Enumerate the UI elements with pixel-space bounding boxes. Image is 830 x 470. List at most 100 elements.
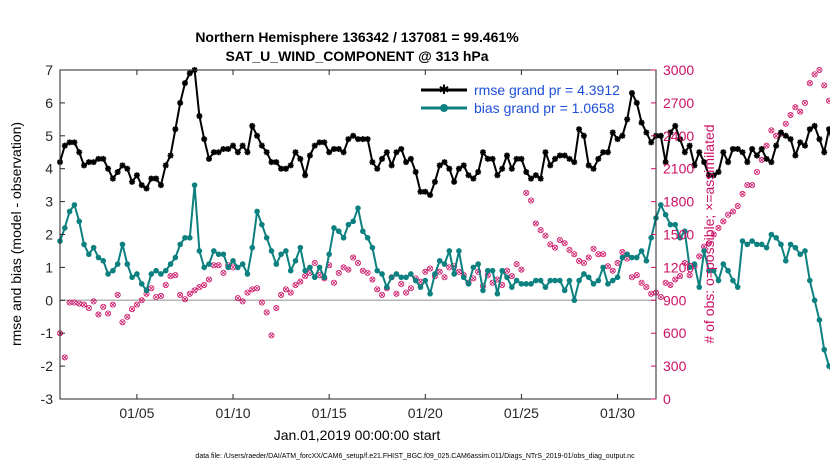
obs-assimilated-marker — [254, 285, 260, 291]
obs-count-point — [239, 298, 246, 305]
bias-point — [576, 277, 582, 284]
obs-assimilated-marker — [538, 227, 543, 233]
obs-assimilated-marker — [730, 209, 736, 214]
obs-possible-marker — [407, 285, 414, 292]
bias-point — [643, 258, 650, 264]
obs-assimilated-marker — [312, 260, 318, 266]
y-tick-label-right: 900 — [663, 292, 687, 308]
rmse-point — [81, 162, 88, 169]
obs-possible-marker — [768, 127, 775, 134]
rmse-point — [489, 155, 496, 162]
rmse-point — [330, 145, 337, 152]
obs-assimilated-marker — [821, 83, 827, 88]
obs-assimilated-marker — [259, 300, 265, 305]
y-axis-left-ticks: -3 -2 -1 0 1 2 3 4 5 6 7 — [41, 62, 65, 407]
bias-point — [552, 277, 558, 284]
y-tick-label-right: 1800 — [663, 194, 694, 210]
obs-count-point — [561, 240, 568, 247]
y-tick-label-right: 1500 — [663, 227, 694, 243]
bias-point — [456, 248, 462, 254]
obs-assimilated-marker — [706, 240, 712, 246]
obs-possible-marker — [359, 267, 366, 274]
obs-possible-marker — [561, 240, 568, 247]
obs-count-point — [359, 267, 366, 274]
obs-possible-marker — [600, 251, 607, 258]
obs-possible-marker — [85, 304, 92, 311]
obs-possible-marker — [552, 244, 559, 251]
obs-count-point — [119, 319, 126, 326]
rmse-point — [273, 159, 280, 166]
obs-assimilated-marker — [745, 182, 750, 188]
obs-possible-marker — [585, 254, 592, 261]
obs-possible-marker — [114, 291, 121, 298]
rmse-point — [230, 142, 237, 149]
obs-assimilated-marker — [264, 310, 269, 315]
obs-assimilated-marker — [91, 299, 96, 304]
obs-count-point — [133, 301, 140, 308]
obs-possible-marker — [681, 260, 688, 267]
obs-assimilated-marker — [696, 254, 702, 259]
obs-possible-marker — [254, 285, 261, 292]
bias-point — [758, 241, 765, 248]
obs-count-point — [552, 244, 559, 251]
obs-possible-marker — [393, 290, 400, 297]
bias-point — [143, 287, 150, 294]
obs-assimilated-marker — [807, 80, 813, 86]
rmse-point — [340, 149, 347, 156]
obs-possible-marker — [739, 190, 746, 197]
y-tick-label-left: 1 — [45, 259, 53, 275]
bias-point — [369, 244, 376, 251]
obs-assimilated-marker — [302, 273, 308, 279]
rmse-point — [696, 149, 703, 156]
bias-point — [619, 254, 626, 261]
obs-possible-marker — [345, 266, 352, 273]
obs-possible-marker — [119, 319, 126, 326]
rmse-point — [427, 192, 434, 199]
rmse-point — [566, 155, 573, 162]
obs-assimilated-marker — [817, 67, 822, 73]
obs-count-point — [282, 286, 289, 293]
obs-assimilated-marker — [471, 276, 476, 281]
obs-possible-marker — [537, 227, 544, 234]
rmse-point — [518, 155, 525, 162]
obs-count-point — [503, 267, 510, 274]
obs-possible-marker — [677, 273, 684, 280]
bias-point — [581, 271, 587, 277]
obs-possible-marker — [816, 67, 823, 74]
rmse-point — [672, 122, 679, 129]
bias-point — [119, 241, 126, 248]
bias-point — [278, 251, 284, 258]
legend-marker-rmse: ✱ — [439, 83, 450, 98]
obs-possible-marker — [821, 82, 828, 89]
bias-point — [513, 277, 520, 284]
bias-point — [114, 261, 121, 267]
obs-count-point — [350, 254, 357, 261]
rmse-point — [297, 155, 304, 162]
bias-point — [259, 221, 265, 228]
bias-point — [196, 248, 203, 254]
y-tick-label-left: 0 — [45, 292, 53, 308]
bias-point — [658, 202, 664, 208]
y-tick-label-right: 1200 — [663, 259, 694, 275]
obs-count-point — [508, 273, 515, 280]
obs-possible-marker — [81, 301, 88, 308]
obs-possible-marker — [590, 245, 597, 252]
rmse-point — [350, 132, 357, 139]
obs-possible-marker — [633, 272, 640, 279]
rmse-point — [451, 178, 458, 185]
bias-point — [609, 277, 616, 284]
obs-assimilated-marker — [437, 269, 442, 275]
obs-assimilated-marker — [721, 219, 726, 224]
obs-possible-marker — [191, 287, 198, 294]
obs-count-point — [215, 262, 222, 269]
obs-possible-marker — [364, 269, 371, 276]
obs-assimilated-marker — [716, 225, 721, 231]
legend-label-bias: bias grand pr = 1.0658 — [474, 100, 615, 116]
obs-possible-marker — [330, 279, 337, 286]
bias-point — [398, 274, 405, 281]
bias-point — [311, 274, 318, 281]
bias-point — [201, 264, 207, 271]
rmse-point — [369, 159, 376, 166]
rmse-point — [441, 159, 448, 166]
obs-assimilated-marker — [182, 296, 188, 302]
